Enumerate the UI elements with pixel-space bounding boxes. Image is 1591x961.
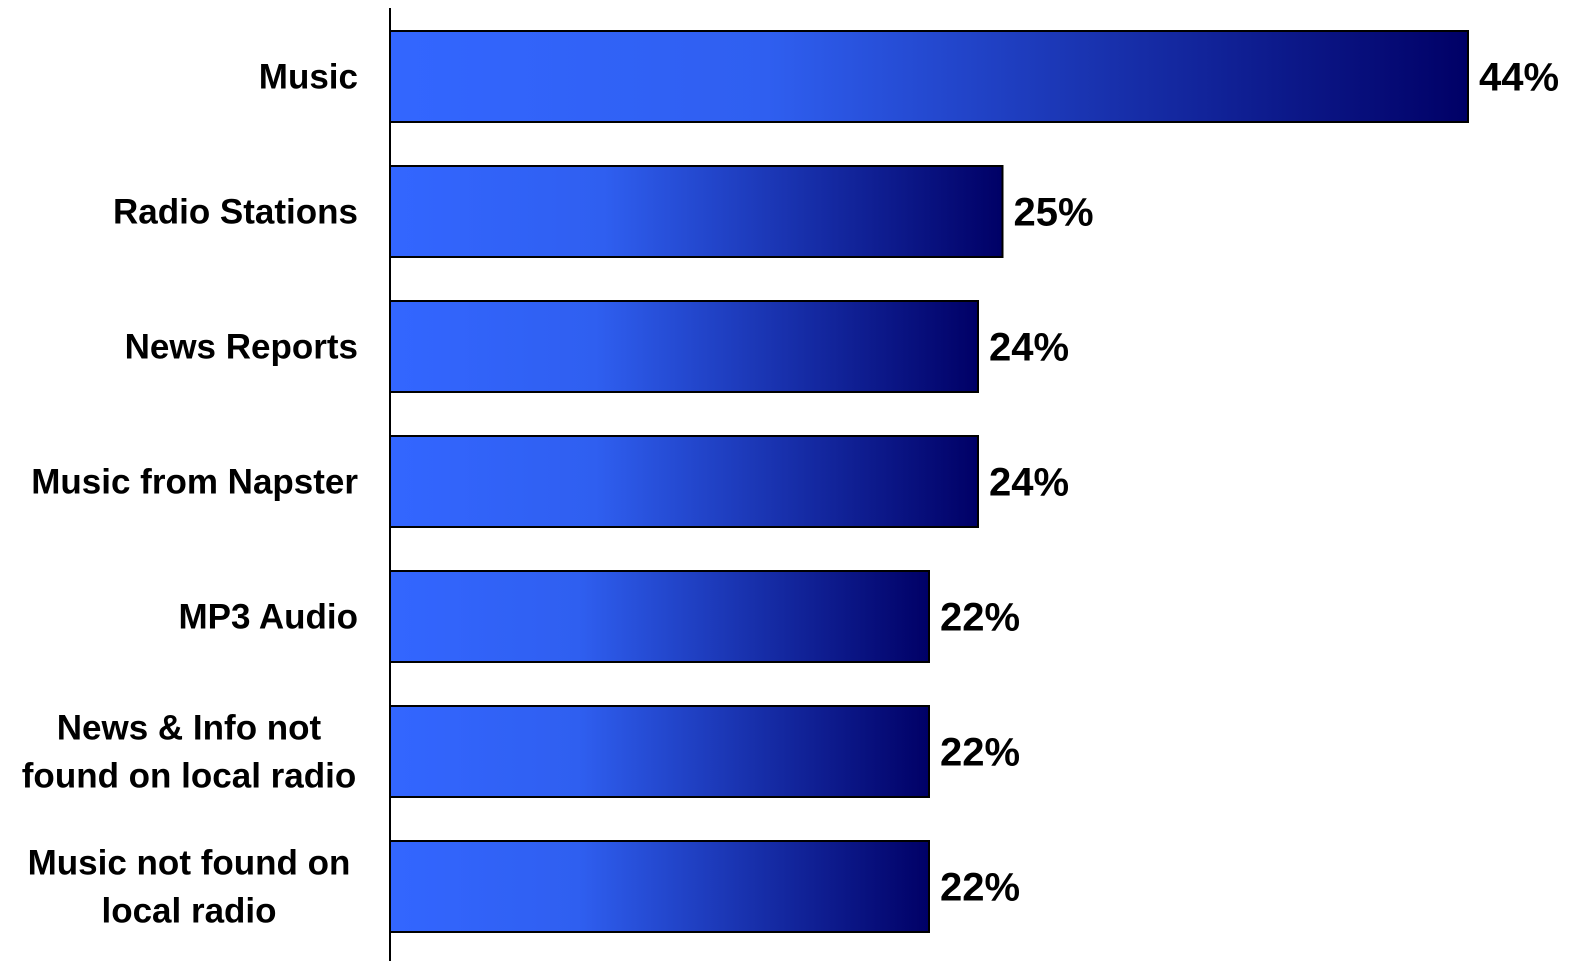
- value-labels: 44% 25% 24% 24% 22% 22% 22%: [940, 56, 1559, 910]
- bar: [389, 30, 1469, 123]
- value-label: 22%: [940, 596, 1020, 640]
- value-label: 24%: [989, 461, 1069, 505]
- category-label: Music: [259, 58, 358, 97]
- value-label: 24%: [989, 326, 1069, 370]
- bar: [389, 570, 930, 663]
- category-label: Radio Stations: [113, 193, 358, 232]
- bar: [389, 435, 979, 528]
- bar: [389, 300, 979, 393]
- category-label: Music from Napster: [31, 463, 358, 502]
- bar: [389, 705, 930, 798]
- value-label: 22%: [940, 731, 1020, 775]
- value-label: 44%: [1479, 56, 1559, 100]
- category-labels: Music Radio Stations News Reports Music fro…: [22, 58, 359, 931]
- bar: [389, 840, 930, 933]
- bars-layer: [389, 30, 1469, 933]
- category-label: Music not found on: [28, 844, 351, 883]
- category-label: found on local radio: [22, 757, 356, 796]
- category-label: MP3 Audio: [178, 598, 358, 637]
- value-label: 25%: [1014, 191, 1094, 235]
- value-label: 22%: [940, 866, 1020, 910]
- category-label: News & Info not: [57, 709, 322, 748]
- category-label: local radio: [101, 892, 276, 931]
- category-label: News Reports: [125, 328, 358, 367]
- bar: [389, 165, 1004, 258]
